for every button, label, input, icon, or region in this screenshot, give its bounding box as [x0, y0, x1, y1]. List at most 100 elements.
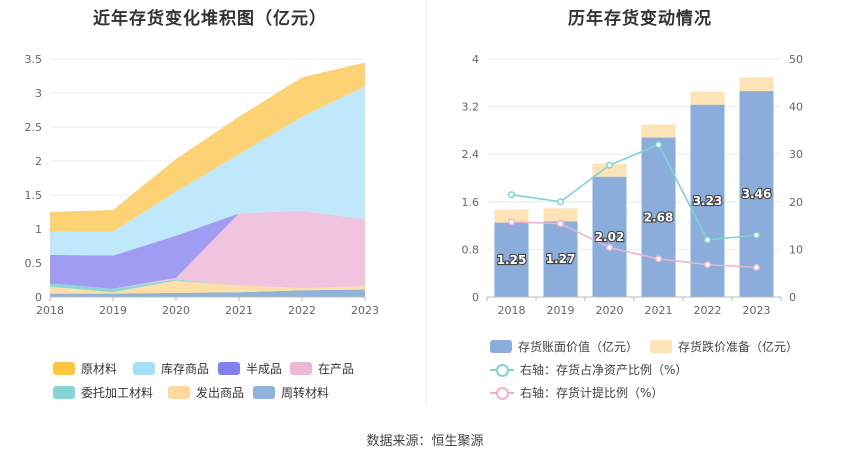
y-tick-label: 0.5: [25, 257, 43, 270]
y-tick-label: 2.5: [25, 121, 43, 134]
bar-impairment: [592, 163, 627, 177]
legend-item[interactable]: 半成品: [218, 360, 282, 377]
legend-label: 原材料: [81, 362, 118, 376]
bar-impairment: [543, 208, 578, 222]
legend-marker: [490, 363, 514, 377]
bar-value-label: 1.27: [546, 252, 576, 266]
panel-divider: [426, 0, 427, 405]
legend-item[interactable]: 周转材料: [253, 384, 329, 401]
legend-marker: [650, 340, 672, 353]
x-tick-label: 2018: [36, 304, 64, 317]
legend-marker: [490, 386, 514, 400]
bar-impairment: [641, 124, 676, 138]
bar-book-value: [641, 137, 676, 297]
y-tick-label: 0: [35, 291, 42, 304]
bar-book-value: [494, 222, 529, 297]
legend-marker: [490, 340, 512, 353]
legend-swatch: [290, 362, 312, 375]
legend-label: 发出商品: [196, 386, 245, 400]
legend-label: 存货账面价值（亿元）: [518, 340, 639, 354]
line-point: [654, 141, 663, 149]
x-tick-label: 2023: [743, 304, 771, 317]
bar-book-value: [543, 221, 578, 297]
legend-item[interactable]: 存货跌价准备（亿元）: [650, 338, 798, 355]
legend-label: 右轴：存货占净资产比例（%）: [520, 363, 688, 377]
line-point: [752, 231, 761, 239]
y-left-tick-label: 2.4: [462, 148, 480, 161]
y-right-tick-label: 10: [789, 243, 803, 256]
legend-label: 存货跌价准备（亿元）: [678, 340, 799, 354]
line-point: [507, 191, 516, 199]
x-tick-label: 2019: [99, 304, 127, 317]
y-right-tick-label: 20: [789, 196, 803, 209]
legend-label: 在产品: [318, 362, 355, 376]
x-tick-label: 2020: [596, 304, 624, 317]
area-库存商品: [50, 86, 365, 256]
y-tick-label: 1: [35, 223, 42, 236]
line-point: [605, 161, 614, 169]
legend-label: 库存商品: [161, 362, 210, 376]
x-tick-label: 2019: [547, 304, 575, 317]
legend-swatch: [53, 386, 75, 399]
bar-impairment: [739, 77, 774, 92]
line-point: [752, 263, 761, 272]
line-point: [556, 220, 565, 228]
x-tick-label: 2022: [288, 304, 316, 317]
bar-book-value: [592, 176, 627, 297]
y-left-tick-label: 0: [472, 291, 479, 304]
y-tick-label: 2: [35, 155, 42, 168]
legend-item[interactable]: 发出商品: [168, 384, 244, 401]
legend-item[interactable]: 右轴：存货计提比例（%）: [490, 384, 663, 401]
bar-book-value: [739, 91, 774, 297]
legend-label: 右轴：存货计提比例（%）: [520, 386, 664, 400]
y-left-tick-label: 0.8: [462, 243, 480, 256]
bar-impairment: [690, 91, 725, 105]
data-source: 数据来源：恒生聚源: [366, 434, 484, 449]
legend-swatch: [218, 362, 240, 375]
bar-value-label: 3.46: [742, 187, 772, 201]
x-tick-label: 2021: [645, 304, 673, 317]
area-原材料: [50, 62, 365, 232]
legend-label: 周转材料: [281, 386, 330, 400]
y-tick-label: 3.5: [25, 53, 43, 66]
left-chart-title: 近年存货变化堆积图（亿元）: [93, 9, 327, 29]
line-series: [511, 143, 757, 241]
legend-item[interactable]: 在产品: [290, 360, 354, 377]
area-在产品: [50, 210, 365, 289]
line-point: [556, 198, 565, 206]
x-tick-label: 2021: [225, 304, 253, 317]
legend-item[interactable]: 存货账面价值（亿元）: [490, 338, 638, 355]
legend-item[interactable]: 原材料: [53, 360, 117, 377]
y-right-tick-label: 0: [789, 291, 796, 304]
line-point: [654, 255, 663, 263]
bar-value-label: 1.25: [497, 253, 527, 267]
line-series: [511, 220, 757, 269]
legend-swatch: [53, 362, 75, 375]
y-left-tick-label: 1.6: [462, 196, 480, 209]
x-tick-label: 2023: [351, 304, 379, 317]
legend-label: 半成品: [246, 362, 283, 376]
legend-item[interactable]: 库存商品: [133, 360, 209, 377]
legend-label: 委托加工材料: [81, 386, 154, 400]
legend-swatch: [168, 386, 190, 399]
x-tick-label: 2018: [498, 304, 526, 317]
legend-swatch: [253, 386, 275, 399]
legend-item[interactable]: 委托加工材料: [53, 384, 153, 401]
bar-impairment: [494, 209, 529, 223]
legend-swatch: [133, 362, 155, 375]
stacked-area-chart: 0 0.5 1 1.5 2 2.5 3 3.5 2018 2019 2020 2021 2022 2023: [25, 53, 380, 317]
y-right-tick-label: 40: [789, 101, 803, 114]
right-chart-title: 历年存货变动情况: [568, 9, 712, 29]
y-right-tick-label: 30: [789, 148, 803, 161]
y-tick-label: 3: [35, 87, 42, 100]
bar-value-label: 3.23: [693, 194, 723, 208]
legend-item[interactable]: 右轴：存货占净资产比例（%）: [490, 361, 687, 378]
y-tick-label: 1.5: [25, 189, 43, 202]
x-tick-label: 2022: [694, 304, 722, 317]
line-point: [605, 243, 614, 252]
area-发出商品: [50, 280, 365, 294]
line-point: [507, 218, 516, 226]
area-半成品: [50, 210, 365, 289]
area-周转材料: [50, 289, 365, 297]
